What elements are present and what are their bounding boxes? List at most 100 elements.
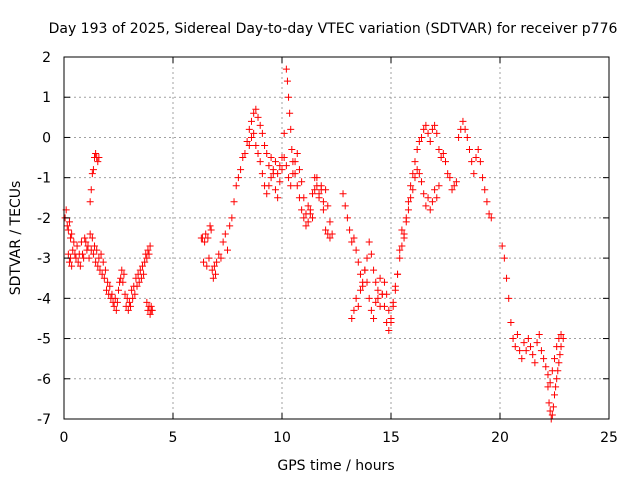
- data-point: [73, 242, 81, 250]
- data-point: [341, 202, 349, 210]
- data-point: [97, 250, 105, 258]
- data-point: [291, 158, 299, 166]
- data-point: [274, 194, 282, 202]
- data-point: [104, 278, 112, 286]
- data-point: [350, 306, 358, 314]
- data-point: [407, 194, 415, 202]
- data-point: [254, 150, 262, 158]
- data-point: [304, 202, 312, 210]
- data-point: [286, 109, 294, 117]
- y-tick-label: -4: [37, 291, 51, 307]
- data-point: [228, 214, 236, 222]
- data-point: [481, 186, 489, 194]
- data-point: [119, 278, 127, 286]
- data-point: [376, 274, 384, 282]
- data-point: [92, 150, 100, 158]
- data-point: [65, 218, 73, 226]
- data-point: [540, 355, 548, 363]
- data-point: [354, 302, 362, 310]
- data-point: [411, 174, 419, 182]
- data-point: [545, 399, 553, 407]
- data-point: [339, 190, 347, 198]
- data-point: [271, 158, 279, 166]
- data-point: [326, 234, 334, 242]
- data-point: [256, 121, 264, 129]
- data-point: [101, 266, 109, 274]
- data-point: [113, 298, 121, 306]
- data-point: [68, 262, 76, 270]
- y-axis-label: SDTVAR / TECUs: [8, 181, 24, 296]
- data-point: [426, 206, 434, 214]
- data-point: [68, 230, 76, 238]
- data-point: [500, 254, 508, 262]
- data-point: [250, 129, 258, 137]
- data-point: [267, 154, 275, 162]
- chart-title: Day 193 of 2025, Sidereal Day-to-day VTE…: [49, 21, 618, 37]
- data-point: [93, 246, 101, 254]
- data-point: [435, 182, 443, 190]
- data-point: [210, 262, 218, 270]
- data-point: [398, 226, 406, 234]
- data-point: [245, 125, 253, 133]
- axis-ticks: [63, 56, 610, 420]
- data-point: [258, 170, 266, 178]
- data-point: [367, 250, 375, 258]
- data-point: [208, 266, 216, 274]
- data-point: [309, 214, 317, 222]
- y-tick-label: -2: [37, 211, 51, 227]
- data-point: [356, 270, 364, 278]
- data-point: [285, 93, 293, 101]
- data-point: [433, 129, 441, 137]
- data-point: [215, 250, 223, 258]
- data-point: [422, 121, 430, 129]
- data-point: [553, 375, 561, 383]
- data-point: [74, 258, 82, 266]
- data-point: [94, 262, 102, 270]
- data-point: [415, 137, 423, 145]
- data-point: [348, 238, 356, 246]
- data-point: [424, 129, 432, 137]
- data-point: [100, 274, 108, 282]
- data-point: [465, 146, 473, 154]
- data-point: [88, 234, 96, 242]
- data-point: [278, 166, 286, 174]
- data-point: [319, 198, 327, 206]
- data-point: [245, 141, 253, 149]
- data-point: [428, 125, 436, 133]
- data-point: [472, 154, 480, 162]
- data-point: [374, 286, 382, 294]
- data-point: [295, 166, 303, 174]
- data-point: [293, 150, 301, 158]
- data-point: [507, 318, 515, 326]
- y-tick-label: -7: [37, 412, 51, 428]
- data-point: [136, 266, 144, 274]
- data-point: [86, 230, 94, 238]
- data-point: [89, 166, 97, 174]
- x-tick-label: 20: [491, 430, 509, 446]
- data-point: [298, 178, 306, 186]
- grid: [64, 57, 609, 419]
- data-point: [365, 238, 373, 246]
- y-tick-label: 1: [42, 90, 51, 106]
- data-point: [108, 290, 116, 298]
- data-point: [110, 302, 118, 310]
- data-point: [522, 347, 530, 355]
- data-point: [144, 246, 152, 254]
- data-point: [287, 182, 295, 190]
- data-point: [135, 278, 143, 286]
- data-point: [313, 174, 321, 182]
- data-point: [91, 242, 99, 250]
- y-tick-label: -3: [37, 251, 51, 267]
- data-point: [111, 294, 119, 302]
- data-point: [518, 355, 526, 363]
- data-point: [280, 154, 288, 162]
- data-point: [428, 198, 436, 206]
- data-point: [204, 234, 212, 242]
- data-point: [505, 294, 513, 302]
- data-point: [352, 246, 360, 254]
- data-point: [304, 218, 312, 226]
- data-point: [554, 367, 562, 375]
- data-point: [552, 383, 560, 391]
- data-point: [121, 290, 129, 298]
